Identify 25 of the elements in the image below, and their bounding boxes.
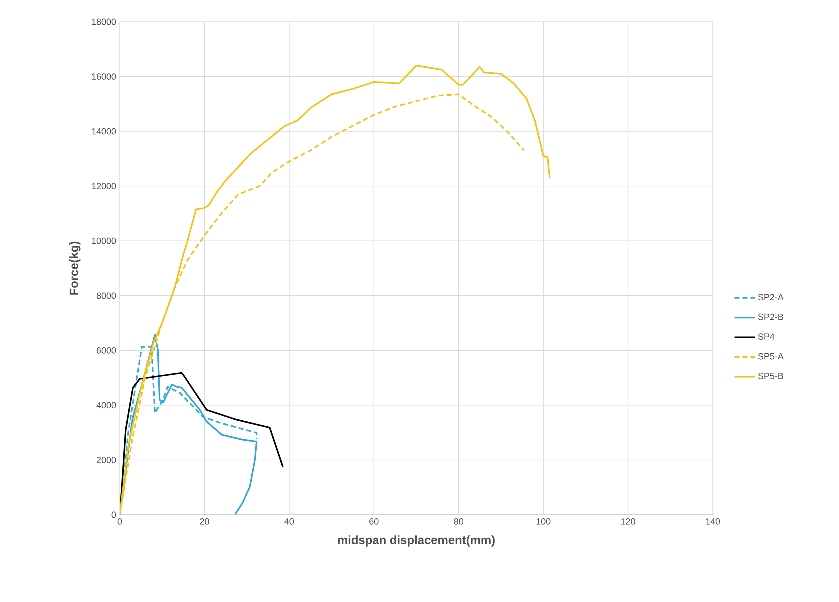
x-tick-label: 20: [200, 518, 210, 525]
x-tick-label: 120: [622, 518, 636, 525]
legend-label: SP2-B: [758, 314, 784, 320]
y-tick-label: 10000: [92, 238, 116, 244]
y-tick-label: 18000: [92, 18, 116, 26]
x-tick-label: 140: [706, 518, 720, 525]
x-tick-label: 80: [454, 518, 464, 525]
x-axis-title: midspan displacement(mm): [338, 536, 495, 547]
y-tick-label: 12000: [92, 183, 116, 190]
y-tick-label: 2000: [96, 457, 116, 464]
legend-label: SP5-A: [758, 353, 784, 360]
x-tick-label: 100: [536, 518, 551, 525]
y-tick-label: 8000: [96, 292, 116, 300]
y-axis-title: Force(kg): [70, 242, 81, 295]
y-tick-label: 16000: [92, 74, 116, 80]
y-tick-label: 0: [112, 512, 116, 518]
x-tick-label: 0: [118, 518, 122, 525]
legend-label: SP4: [758, 334, 775, 340]
y-tick-label: 14000: [92, 128, 116, 135]
y-tick-label: 4000: [96, 402, 116, 409]
y-tick-label: 6000: [96, 347, 116, 354]
legend-label: SP5-B: [758, 373, 784, 380]
x-tick-label: 60: [370, 518, 379, 525]
x-tick-label: 40: [284, 518, 294, 525]
legend-label: SP2-A: [758, 294, 784, 301]
